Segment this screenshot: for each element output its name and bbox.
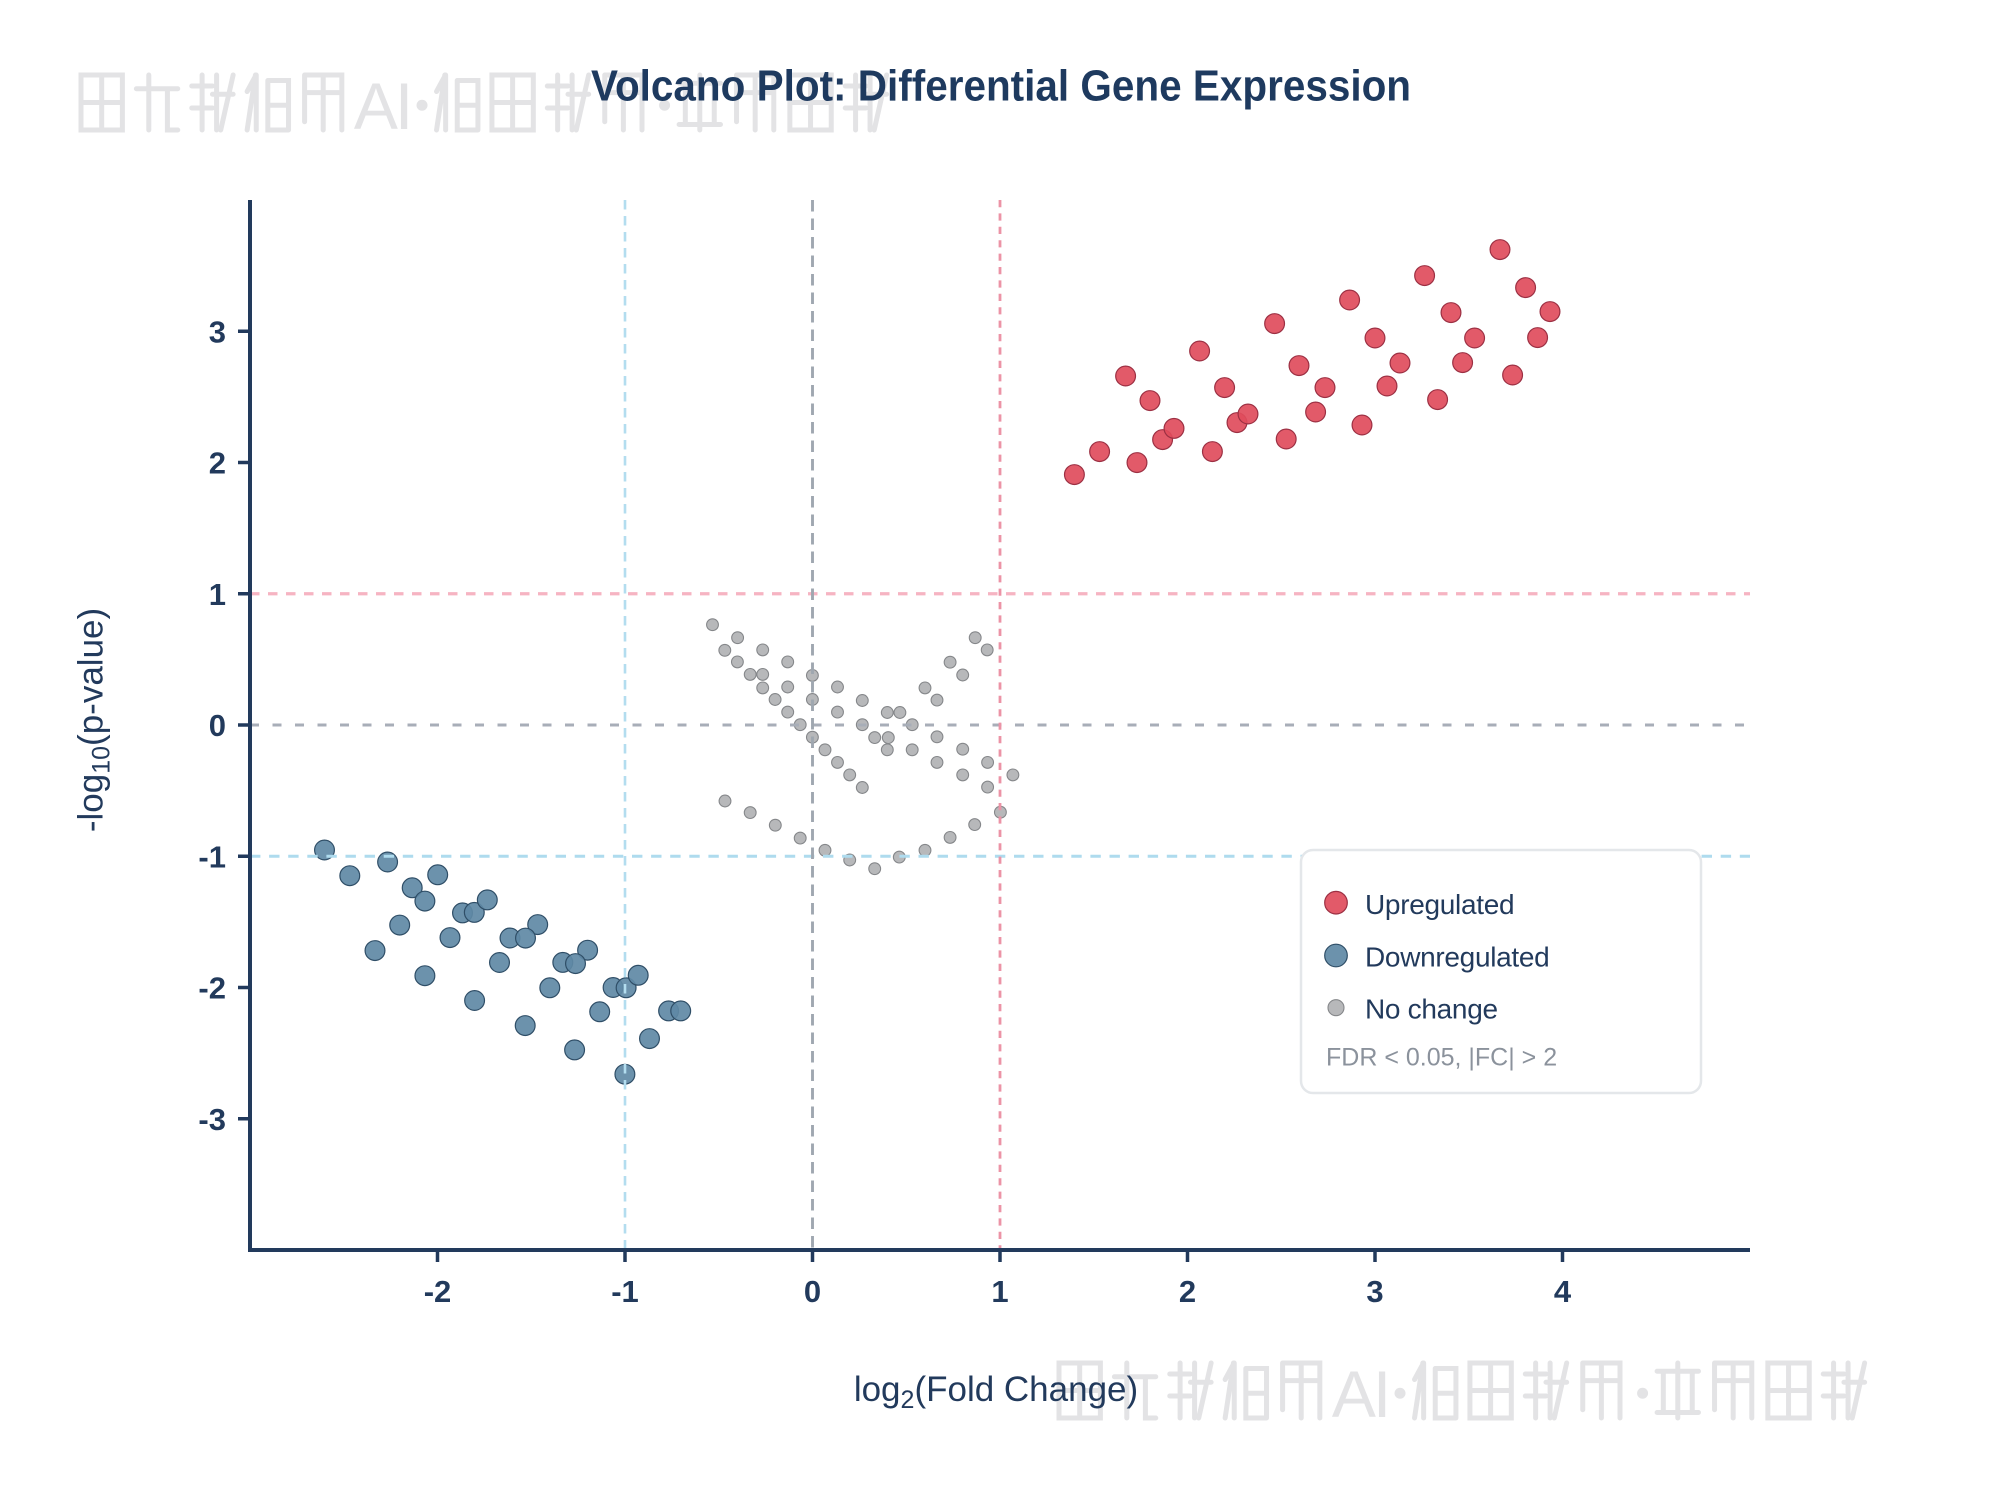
svg-text:-1: -1 [198, 839, 226, 874]
svg-text:FDR < 0.05, |FC| > 2: FDR < 0.05, |FC| > 2 [1326, 1044, 1557, 1072]
svg-text:A: A [1332, 1357, 1376, 1431]
svg-text:2: 2 [209, 446, 226, 481]
svg-text:No change: No change [1365, 994, 1498, 1025]
svg-text:-3: -3 [198, 1102, 226, 1137]
svg-text:4: 4 [1554, 1274, 1572, 1309]
svg-text:I: I [1373, 1357, 1391, 1431]
svg-text:2: 2 [1179, 1274, 1196, 1309]
svg-text:1: 1 [209, 577, 226, 612]
svg-text:-2: -2 [198, 971, 226, 1006]
svg-text:-1: -1 [611, 1274, 639, 1309]
svg-text:Upregulated: Upregulated [1365, 889, 1514, 920]
svg-text:I: I [395, 69, 413, 143]
svg-text:3: 3 [1366, 1274, 1383, 1309]
svg-text:log2(Fold Change): log2(Fold Change) [854, 1370, 1138, 1414]
svg-text:3: 3 [209, 314, 226, 349]
svg-text:A: A [354, 69, 398, 143]
svg-text:-2: -2 [424, 1274, 452, 1309]
svg-text:1: 1 [991, 1274, 1008, 1309]
svg-text:0: 0 [209, 708, 226, 743]
svg-text:-log10(p-value): -log10(p-value) [72, 608, 116, 832]
svg-text:Downregulated: Downregulated [1365, 942, 1549, 973]
svg-text:Volcano Plot: Differential Gen: Volcano Plot: Differential Gene Expressi… [591, 61, 1411, 110]
svg-text:0: 0 [804, 1274, 821, 1309]
